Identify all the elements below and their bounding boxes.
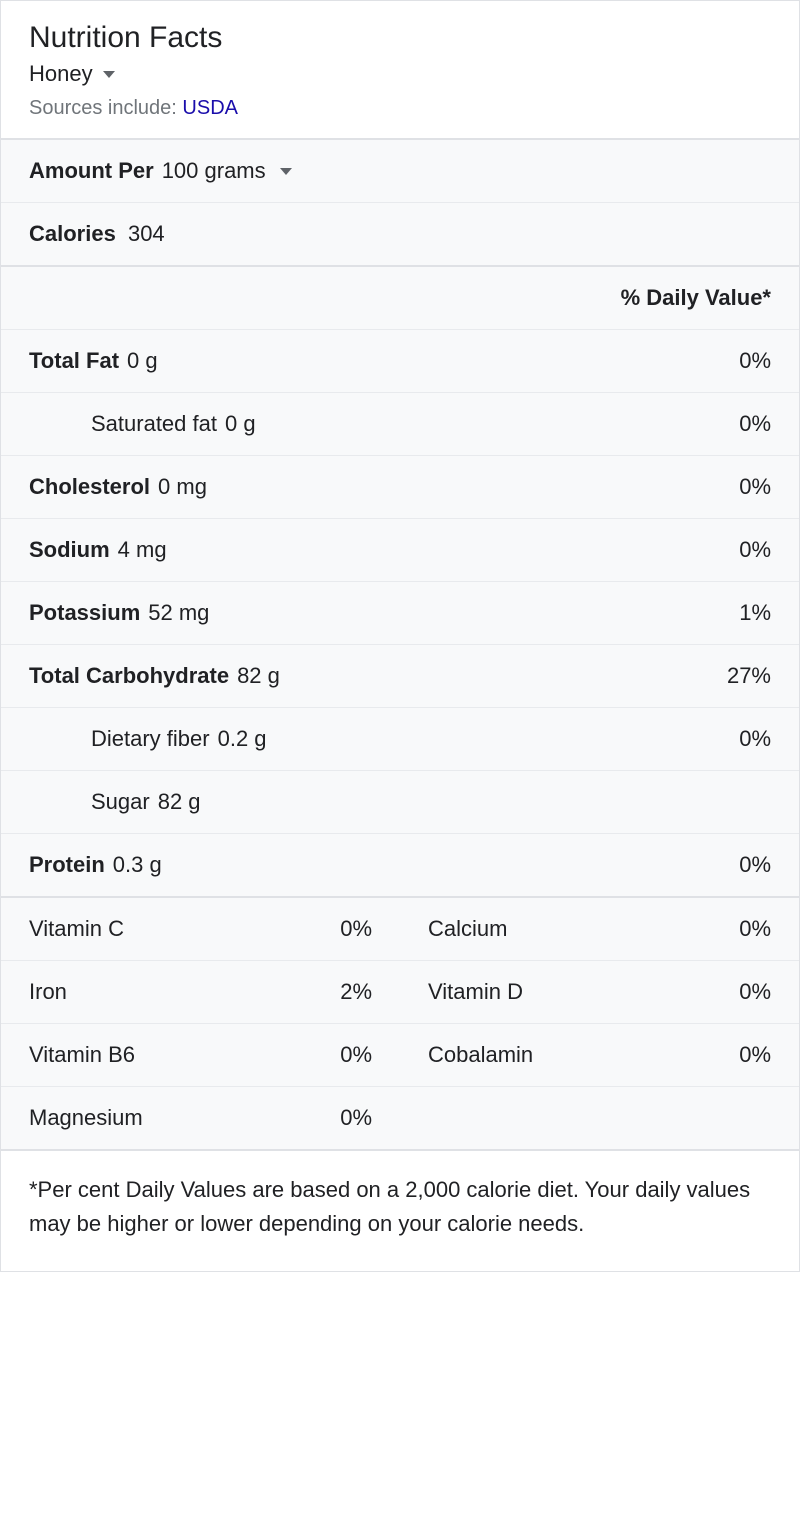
vitamin-label: Magnesium: [29, 1105, 143, 1131]
sources-prefix: Sources include:: [29, 97, 182, 119]
nutrient-value: 4 mg: [118, 537, 167, 563]
food-selector[interactable]: Honey: [29, 61, 115, 87]
nutrient-label: Total Carbohydrate: [29, 663, 229, 689]
nutrient-dv: 1%: [739, 600, 771, 626]
nutrient-value: 52 mg: [148, 600, 209, 626]
vitamin-pct: 0%: [340, 1042, 372, 1068]
vitamin-cell-cobalamin: Cobalamin 0%: [400, 1024, 799, 1086]
food-name: Honey: [29, 61, 93, 87]
nutrient-value: 0 g: [225, 411, 256, 437]
amount-per-label: Amount Per: [29, 158, 154, 184]
vitamin-row: Vitamin B6 0% Cobalamin 0%: [1, 1023, 799, 1086]
nutrients-section: % Daily Value* Total Fat 0 g 0% Saturated…: [1, 265, 799, 896]
nutrient-value: 0.2 g: [218, 726, 267, 752]
nutrient-label: Sugar: [91, 789, 150, 815]
nutrient-label: Sodium: [29, 537, 110, 563]
nutrient-dv: 0%: [739, 852, 771, 878]
nutrient-dv: 0%: [739, 348, 771, 374]
nutrition-facts-panel: Nutrition Facts Honey Sources include: U…: [0, 0, 800, 1272]
amount-per-value: 100 grams: [162, 158, 266, 184]
nutrient-dv: 27%: [727, 663, 771, 689]
nutrient-label: Saturated fat: [91, 411, 217, 437]
nutrient-dv: 0%: [739, 537, 771, 563]
calories-row: Calories 304: [1, 202, 799, 265]
vitamin-pct: 0%: [739, 979, 771, 1005]
nutrient-dv: 0%: [739, 411, 771, 437]
vitamin-cell-vitamin-c: Vitamin C 0%: [1, 898, 400, 960]
nutrient-row-sodium: Sodium 4 mg 0%: [1, 518, 799, 581]
vitamin-cell-calcium: Calcium 0%: [400, 898, 799, 960]
caret-down-icon: [280, 168, 292, 175]
nutrient-label: Potassium: [29, 600, 140, 626]
nutrient-value: 0 mg: [158, 474, 207, 500]
footnote: *Per cent Daily Values are based on a 2,…: [1, 1149, 799, 1271]
panel-header: Nutrition Facts Honey Sources include: U…: [1, 1, 799, 138]
vitamin-pct: 0%: [739, 916, 771, 942]
nutrient-label: Protein: [29, 852, 105, 878]
vitamin-cell-vitamin-b6: Vitamin B6 0%: [1, 1024, 400, 1086]
vitamins-section: Vitamin C 0% Calcium 0% Iron 2% Vitamin …: [1, 896, 799, 1149]
caret-down-icon: [103, 71, 115, 78]
vitamin-label: Vitamin C: [29, 916, 124, 942]
vitamin-cell-empty: [400, 1087, 799, 1149]
nutrient-dv: 0%: [739, 726, 771, 752]
vitamin-label: Vitamin D: [428, 979, 523, 1005]
nutrient-label: Dietary fiber: [91, 726, 210, 752]
nutrient-row-cholesterol: Cholesterol 0 mg 0%: [1, 455, 799, 518]
sources-link[interactable]: USDA: [182, 97, 238, 119]
nutrient-row-total-carb: Total Carbohydrate 82 g 27%: [1, 644, 799, 707]
vitamin-row: Magnesium 0%: [1, 1086, 799, 1149]
nutrient-value: 0 g: [127, 348, 158, 374]
calories-label: Calories: [29, 221, 116, 246]
vitamin-row: Iron 2% Vitamin D 0%: [1, 960, 799, 1023]
vitamin-pct: 2%: [340, 979, 372, 1005]
nutrient-row-dietary-fiber: Dietary fiber 0.2 g 0%: [1, 707, 799, 770]
nutrient-dv: 0%: [739, 474, 771, 500]
daily-value-header: % Daily Value*: [1, 267, 799, 329]
vitamin-pct: 0%: [340, 1105, 372, 1131]
panel-title: Nutrition Facts: [29, 21, 771, 55]
vitamin-pct: 0%: [739, 1042, 771, 1068]
sources-line: Sources include: USDA: [29, 97, 771, 120]
vitamin-label: Cobalamin: [428, 1042, 533, 1068]
vitamin-label: Iron: [29, 979, 67, 1005]
nutrient-value: 0.3 g: [113, 852, 162, 878]
nutrient-value: 82 g: [158, 789, 201, 815]
vitamin-cell-magnesium: Magnesium 0%: [1, 1087, 400, 1149]
nutrient-row-saturated-fat: Saturated fat 0 g 0%: [1, 392, 799, 455]
nutrient-row-potassium: Potassium 52 mg 1%: [1, 581, 799, 644]
vitamin-label: Vitamin B6: [29, 1042, 135, 1068]
amount-section: Amount Per 100 grams Calories 304: [1, 138, 799, 265]
nutrient-label: Total Fat: [29, 348, 119, 374]
nutrient-label: Cholesterol: [29, 474, 150, 500]
vitamin-cell-vitamin-d: Vitamin D 0%: [400, 961, 799, 1023]
calories-value: 304: [128, 221, 165, 246]
nutrient-value: 82 g: [237, 663, 280, 689]
vitamin-cell-iron: Iron 2%: [1, 961, 400, 1023]
vitamin-pct: 0%: [340, 916, 372, 942]
nutrient-row-total-fat: Total Fat 0 g 0%: [1, 329, 799, 392]
amount-per-selector[interactable]: Amount Per 100 grams: [1, 140, 799, 202]
nutrient-row-sugar: Sugar 82 g: [1, 770, 799, 833]
vitamin-label: Calcium: [428, 916, 507, 942]
nutrient-row-protein: Protein 0.3 g 0%: [1, 833, 799, 896]
vitamin-row: Vitamin C 0% Calcium 0%: [1, 898, 799, 960]
